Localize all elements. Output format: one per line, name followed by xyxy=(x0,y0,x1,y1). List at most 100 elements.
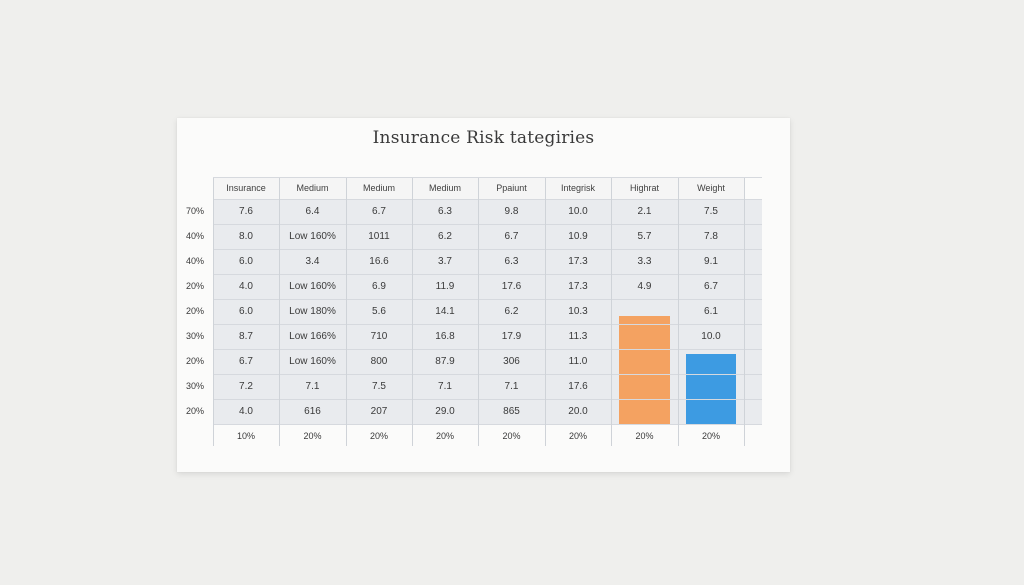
footer-cell: 10% xyxy=(236,431,255,441)
footer-cell: 20% xyxy=(635,431,654,441)
row-label: 30% xyxy=(186,381,205,391)
table-cell: 17.3 xyxy=(568,281,588,292)
footer-cell: 20% xyxy=(502,431,521,441)
table-cell: Low 160% xyxy=(289,281,336,292)
column-divider xyxy=(213,177,214,446)
blue-bar xyxy=(686,354,736,424)
table-cell: 7.1 xyxy=(438,381,452,392)
table-cell xyxy=(611,324,678,349)
table-cell: 616 xyxy=(304,406,321,417)
table-cell: 4.0 xyxy=(239,281,253,292)
table-cell: Low 160% xyxy=(289,356,336,367)
table-cell: 9.1 xyxy=(704,256,718,267)
column-divider xyxy=(478,177,479,446)
table-cell: 710 xyxy=(370,331,388,342)
table-cell: 17.3 xyxy=(568,256,588,267)
row-divider xyxy=(213,324,762,325)
table-cell: 7.2 xyxy=(239,381,253,392)
table-cell: 5.7 xyxy=(637,231,652,242)
row-label: 20% xyxy=(186,281,205,291)
column-header: Weight xyxy=(678,177,744,199)
table-cell: 8.7 xyxy=(239,331,253,342)
table-cell: 7.6 xyxy=(239,206,253,217)
table-cell: 5.6 xyxy=(372,306,386,317)
table-body xyxy=(213,199,762,424)
table-cell: 865 xyxy=(503,406,520,417)
table-cell: Low 160% xyxy=(289,231,336,242)
column-divider xyxy=(545,177,546,446)
row-label: 70% xyxy=(186,206,205,216)
table-cell: 6.7 xyxy=(372,206,386,217)
table-cell: 11.3 xyxy=(568,331,588,342)
table-cell: 6.0 xyxy=(239,306,253,317)
table-cell xyxy=(678,399,744,424)
table-cell: 9.8 xyxy=(504,206,519,217)
footer-cell: 20% xyxy=(369,431,388,441)
table-cell xyxy=(678,349,744,374)
table-cell xyxy=(611,299,678,324)
table-cell: 3.3 xyxy=(637,256,652,267)
row-divider xyxy=(213,399,762,400)
table-cell: 6.7 xyxy=(239,356,253,367)
column-header: Medium xyxy=(346,177,412,199)
row-divider xyxy=(213,224,762,225)
table-cell: 6.3 xyxy=(504,256,519,267)
table-cell: 6.7 xyxy=(704,281,718,292)
column-divider xyxy=(412,177,413,446)
row-divider xyxy=(213,274,762,275)
column-divider xyxy=(611,177,612,446)
table-cell: 7.5 xyxy=(704,206,718,217)
table-cell: 6.4 xyxy=(305,206,320,217)
column-divider xyxy=(678,177,679,446)
table-cell: 7.5 xyxy=(372,381,386,392)
table-cell xyxy=(611,349,678,374)
table-cell: 1011 xyxy=(368,231,390,242)
table-cell: 6.7 xyxy=(504,231,519,242)
table-cell: 6.1 xyxy=(704,306,718,317)
page-title: Insurance Risk tategiries xyxy=(372,128,595,148)
row-label: 20% xyxy=(186,306,205,316)
table-cell: 87.9 xyxy=(435,356,455,367)
table-cell: 7.1 xyxy=(504,381,519,392)
table-cell: 4.0 xyxy=(239,406,253,417)
column-divider xyxy=(744,177,745,446)
table-cell: 14.1 xyxy=(435,306,455,317)
column-divider xyxy=(346,177,347,446)
table-cell: 2.1 xyxy=(637,206,652,217)
row-label: 20% xyxy=(186,406,205,416)
table-cell: 16.6 xyxy=(369,256,389,267)
table-cell: 6.0 xyxy=(239,256,253,267)
table-cell: 11.0 xyxy=(568,356,588,367)
table-cell xyxy=(611,399,678,424)
table-cell: 29.0 xyxy=(435,406,455,417)
table-cell: 7.1 xyxy=(305,381,320,392)
table-cell: 17.6 xyxy=(568,381,588,392)
footer-cell: 20% xyxy=(568,431,587,441)
row-label: 30% xyxy=(186,331,205,341)
table-cell: Low 166% xyxy=(289,331,336,342)
table-cell: 7.8 xyxy=(704,231,718,242)
table-cell: 6.9 xyxy=(372,281,386,292)
footer-cell: 20% xyxy=(435,431,454,441)
table-cell: 17.6 xyxy=(501,281,522,292)
column-divider xyxy=(279,177,280,446)
table-cell: 17.9 xyxy=(501,331,522,342)
header-top-line xyxy=(213,177,762,178)
table-cell: 6.2 xyxy=(438,231,452,242)
row-divider xyxy=(213,249,762,250)
row-divider xyxy=(213,424,762,425)
footer-cell: 20% xyxy=(701,431,720,441)
column-header: Highrat xyxy=(611,177,678,199)
footer-cell: 20% xyxy=(303,431,322,441)
column-header: Ppaiunt xyxy=(478,177,545,199)
table-cell: 3.7 xyxy=(438,256,452,267)
table-cell: 11.9 xyxy=(435,281,455,292)
table-cell: 10.0 xyxy=(568,206,588,217)
table-cell: 6.3 xyxy=(438,206,452,217)
table-cell: 800 xyxy=(370,356,388,367)
row-divider xyxy=(213,199,762,200)
row-divider xyxy=(213,349,762,350)
column-header: Medium xyxy=(412,177,478,199)
column-header: Medium xyxy=(279,177,346,199)
orange-bar xyxy=(619,316,670,424)
